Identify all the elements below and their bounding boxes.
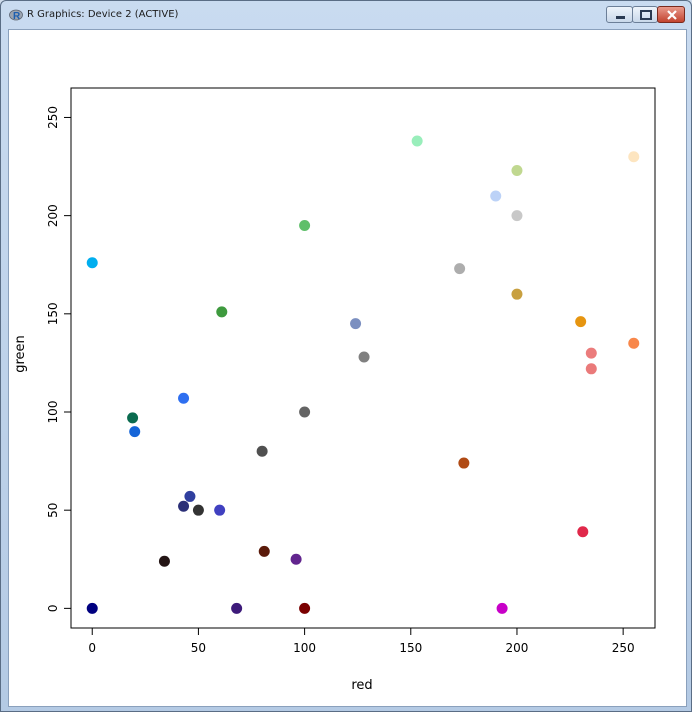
maximize-icon: [640, 10, 652, 20]
data-point: [511, 210, 523, 222]
data-point: [129, 426, 141, 438]
data-points: [86, 135, 640, 614]
maximize-button[interactable]: [632, 6, 658, 23]
plot-area: 0 50 100 150 200 250 0 50 100 150 200 250 red green: [8, 29, 687, 707]
data-point: [299, 406, 311, 418]
x-axis-label: red: [351, 678, 372, 693]
data-point: [454, 263, 466, 275]
y-tick-label: 150: [46, 302, 60, 325]
data-point: [214, 504, 226, 516]
minimize-icon: [616, 16, 625, 19]
data-point: [178, 500, 190, 512]
data-point: [184, 490, 196, 502]
x-tick-label: 250: [612, 641, 635, 655]
close-button[interactable]: [657, 6, 685, 23]
data-point: [577, 526, 589, 538]
data-point: [585, 347, 597, 359]
data-point: [411, 135, 423, 147]
x-tick-label: 50: [191, 641, 206, 655]
data-point: [299, 219, 311, 231]
close-icon: [667, 10, 677, 20]
y-tick-label: 250: [46, 106, 60, 129]
axes: 0 50 100 150 200 250 0 50 100 150 200 250: [46, 87, 656, 655]
data-point: [178, 392, 190, 404]
y-tick-label: 100: [46, 401, 60, 424]
data-point: [628, 337, 640, 349]
svg-text:R: R: [13, 11, 21, 22]
data-point: [86, 602, 98, 614]
x-tick-label: 100: [293, 641, 316, 655]
data-point: [575, 316, 587, 328]
data-point: [511, 288, 523, 300]
data-point: [158, 555, 170, 567]
x-tick-label: 150: [399, 641, 422, 655]
window-title: R Graphics: Device 2 (ACTIVE): [27, 9, 179, 20]
data-point: [496, 602, 508, 614]
y-tick-label: 200: [46, 204, 60, 227]
data-point: [216, 306, 228, 318]
data-point: [86, 257, 98, 269]
data-point: [585, 363, 597, 375]
x-tick-label: 0: [88, 641, 96, 655]
data-point: [256, 445, 268, 457]
x-tick-label: 200: [506, 641, 529, 655]
y-tick-label: 0: [46, 605, 60, 613]
data-point: [458, 457, 470, 469]
minimize-button[interactable]: [606, 6, 633, 23]
data-point: [350, 318, 362, 330]
data-point: [127, 412, 139, 424]
data-point: [231, 602, 243, 614]
y-tick-label: 50: [46, 503, 60, 518]
data-point: [258, 545, 270, 557]
y-axis-label: green: [13, 335, 28, 373]
plot-frame: [70, 87, 656, 629]
data-point: [290, 553, 302, 565]
data-point: [299, 602, 311, 614]
data-point: [358, 351, 370, 363]
data-point: [628, 151, 640, 163]
title-bar[interactable]: R R Graphics: Device 2 (ACTIVE): [1, 1, 691, 29]
r-logo-icon: R: [9, 9, 23, 22]
scatter-plot: 0 50 100 150 200 250 0 50 100 150 200 250 red green: [13, 87, 656, 693]
data-point: [490, 190, 502, 202]
data-point: [511, 164, 523, 176]
data-point: [192, 504, 204, 516]
